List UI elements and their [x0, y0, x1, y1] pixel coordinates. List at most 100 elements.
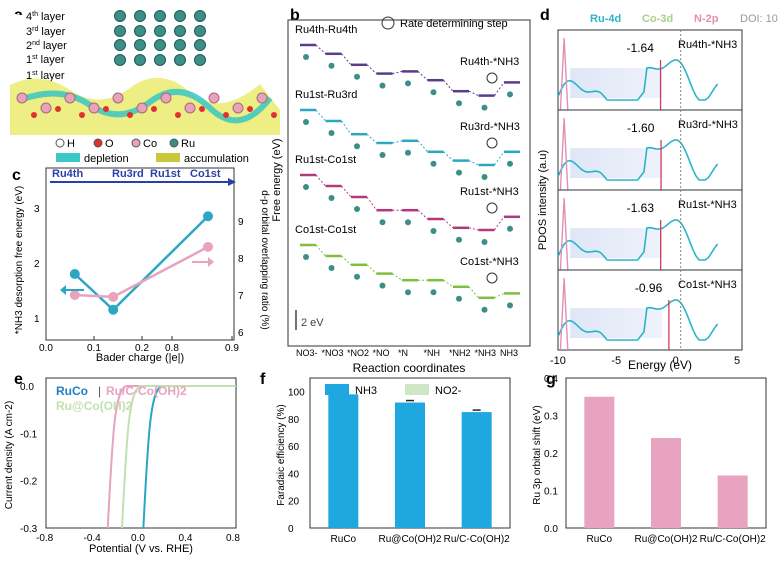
- layer-suffix: st: [32, 54, 38, 61]
- layer-word: layer: [38, 70, 65, 82]
- energy-connector: [315, 109, 326, 122]
- ru4d-curve: [557, 139, 719, 181]
- energy-connector: [468, 90, 479, 97]
- n2p-peak: [559, 197, 569, 271]
- legend-f-label: NO2-: [435, 385, 462, 397]
- co-atom: [64, 92, 76, 104]
- ru-atom: [174, 10, 186, 22]
- ru-atom: [194, 39, 206, 51]
- lsv-curve: [142, 385, 236, 529]
- ru-atom: [134, 39, 146, 51]
- energy-connector: [417, 209, 428, 220]
- o-atom: [199, 106, 205, 112]
- adsorbate-atom: [481, 104, 488, 111]
- panel-g: g 0.0 0.1 0.2 0.3 0.4 RuCo Ru@Co(OH)2 Ru/C-Co(O…: [532, 371, 767, 545]
- y-tick-label-f: 100: [288, 388, 305, 399]
- x-tick-label-c: 0.1: [87, 343, 101, 354]
- legend-swatch-no2: [405, 384, 429, 395]
- energy-connector: [392, 140, 403, 144]
- density-legend-label: accumulation: [184, 153, 249, 165]
- atom-legend: H O Co Ru: [55, 138, 195, 150]
- energy-connector: [443, 218, 454, 229]
- adsorbate-atom: [456, 295, 462, 302]
- x-tick-label-b: *NO: [373, 348, 390, 358]
- energy-connector: [366, 64, 377, 74]
- ru-atom: [114, 39, 126, 51]
- co-atom: [208, 92, 220, 104]
- frown-face-icon: [486, 272, 498, 284]
- y-tick-label-f: 40: [288, 469, 300, 480]
- x-tick-label-e: 0.0: [131, 533, 145, 544]
- ylabel-left-c: *NH3 desorption free energy (eV): [14, 186, 25, 334]
- shaded-region: [570, 228, 663, 258]
- energy-connector: [443, 279, 454, 288]
- x-tick-label-c: 0.2: [135, 343, 149, 354]
- n2p-peak: [559, 37, 569, 111]
- frown-face-icon: [486, 137, 498, 149]
- shaded-region: [570, 68, 663, 98]
- energy-connector: [366, 196, 377, 211]
- fe-bar-nh3: [461, 412, 492, 528]
- x-tick-label-c: 0.0: [39, 343, 53, 354]
- energy-connector: [494, 292, 505, 299]
- x-tick-label-b: *NH2: [449, 348, 471, 358]
- layer-label: 1st layer: [26, 54, 65, 66]
- panel-label-g: g: [546, 371, 556, 388]
- atom-rows: [114, 10, 206, 66]
- subpanel-label-d: Ru3rd-*NH3: [678, 119, 738, 131]
- panel-label-e: e: [14, 371, 23, 388]
- ru3p-bar: [584, 396, 615, 528]
- co-atom: [136, 102, 148, 114]
- n2p-peak: [559, 277, 569, 351]
- watermark: DOI: 10: [740, 13, 778, 25]
- frown-face-icon: [486, 202, 498, 214]
- x-tick-label-b: NH3: [500, 348, 518, 358]
- adsorbate-atom: [303, 119, 309, 125]
- ru3p-bar: [717, 475, 748, 528]
- energy-connector: [366, 133, 377, 144]
- ru4d-curve: [557, 219, 719, 261]
- ru-atom: [114, 25, 126, 37]
- lsv-plot: -0.8 -0.4 0.0 0.4 0.8 0.0 -0.1 -0.2 -0.3: [20, 382, 240, 544]
- layer-suffix: rd: [32, 26, 38, 33]
- y-tick-label-e: -0.3: [20, 524, 38, 535]
- atom-legend-marker: [93, 138, 103, 148]
- layer-word: layer: [38, 54, 65, 66]
- rds-label-b: Ru3rd-*NH3: [460, 121, 520, 133]
- adsorbate-atom: [354, 206, 360, 212]
- atom-legend-label: Co: [143, 138, 157, 150]
- adsorbate-atom: [379, 152, 386, 158]
- energy-connector: [494, 216, 505, 231]
- d-band-center-value: -1.64: [627, 41, 655, 55]
- layer-number: 4: [26, 11, 32, 23]
- ru-atom: [194, 54, 206, 66]
- rds-annotation-label: Rate determining step: [400, 18, 508, 30]
- y-tick-label-f: 60: [288, 442, 300, 453]
- legend-e-label: RuCo: [56, 384, 88, 398]
- legend-e: RuCo | Ru/C-Co(OH)2Ru@Co(OH)2: [56, 384, 187, 413]
- arrow-right-icon: [208, 257, 214, 267]
- density-swatch: [56, 153, 80, 162]
- o-atom: [79, 112, 85, 118]
- energy-connector: [341, 53, 352, 66]
- frown-face-icon: [486, 72, 498, 84]
- y-left-tick-label-c: 1: [34, 314, 40, 325]
- shaded-region: [570, 148, 663, 178]
- free-energy-series: Ru4th-Ru4th Ru4th-*NH3 Ru1st-Ru3rd Ru3rd-*N…: [295, 24, 520, 313]
- subpanel-label-d: Ru4th-*NH3: [678, 39, 737, 51]
- d-band-center-value: -1.60: [627, 121, 655, 135]
- ru-atom: [174, 25, 186, 37]
- adsorbate-atom: [328, 195, 335, 201]
- o-atom: [31, 112, 37, 118]
- panel-label-c: c: [12, 167, 21, 184]
- adsorbate-atom: [379, 82, 386, 89]
- atom-legend-marker: [55, 138, 65, 148]
- atom-legend-marker: [169, 138, 179, 148]
- layer-suffix: st: [32, 70, 38, 77]
- subpanel-label-d: Co1st-*NH3: [678, 279, 737, 291]
- layer-word: layer: [40, 40, 67, 52]
- energy-connector: [443, 151, 454, 161]
- y-right-tick-label-c: 9: [238, 217, 244, 228]
- ru-atom: [134, 10, 146, 22]
